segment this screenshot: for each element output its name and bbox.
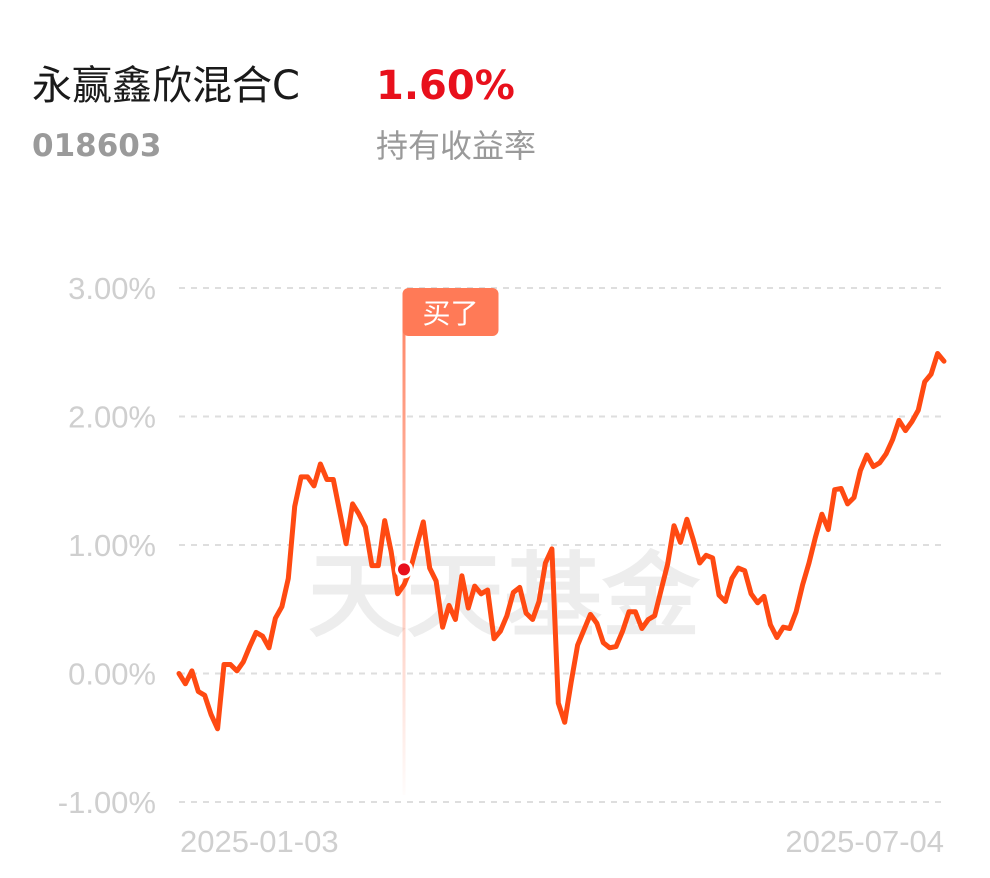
y-tick-label: 2.00% [68, 400, 156, 435]
x-axis-ticks: 2025-01-03 2025-07-04 [180, 824, 944, 859]
buy-marker-badge [402, 288, 499, 336]
holding-return-label: 持有收益率 [376, 127, 537, 165]
fund-code: 018603 [32, 128, 162, 164]
series-layer [176, 351, 947, 732]
y-axis-ticks: 3.00% 2.00% 1.00% 0.00% -1.00% [58, 271, 156, 820]
buy-marker-layer: 买了 [402, 288, 499, 795]
fund-name: 永赢鑫欣混合C [32, 63, 300, 109]
y-tick-label: 3.00% [68, 271, 156, 306]
x-tick-label-start: 2025-01-03 [180, 824, 339, 859]
buy-marker-label: 买了 [422, 297, 478, 330]
grid-layer [179, 287, 944, 803]
y-tick-label: 1.00% [68, 528, 156, 563]
series-line [176, 351, 947, 732]
holding-return-value: 1.60% [376, 63, 515, 109]
buy-marker-line [402, 320, 406, 795]
y-tick-label: -1.00% [58, 785, 156, 820]
buy-point [395, 560, 413, 579]
y-tick-label: 0.00% [68, 657, 156, 692]
watermark: 天天基金 [308, 543, 701, 650]
marker-layer [395, 560, 413, 579]
x-tick-label-end: 2025-07-04 [785, 824, 944, 859]
